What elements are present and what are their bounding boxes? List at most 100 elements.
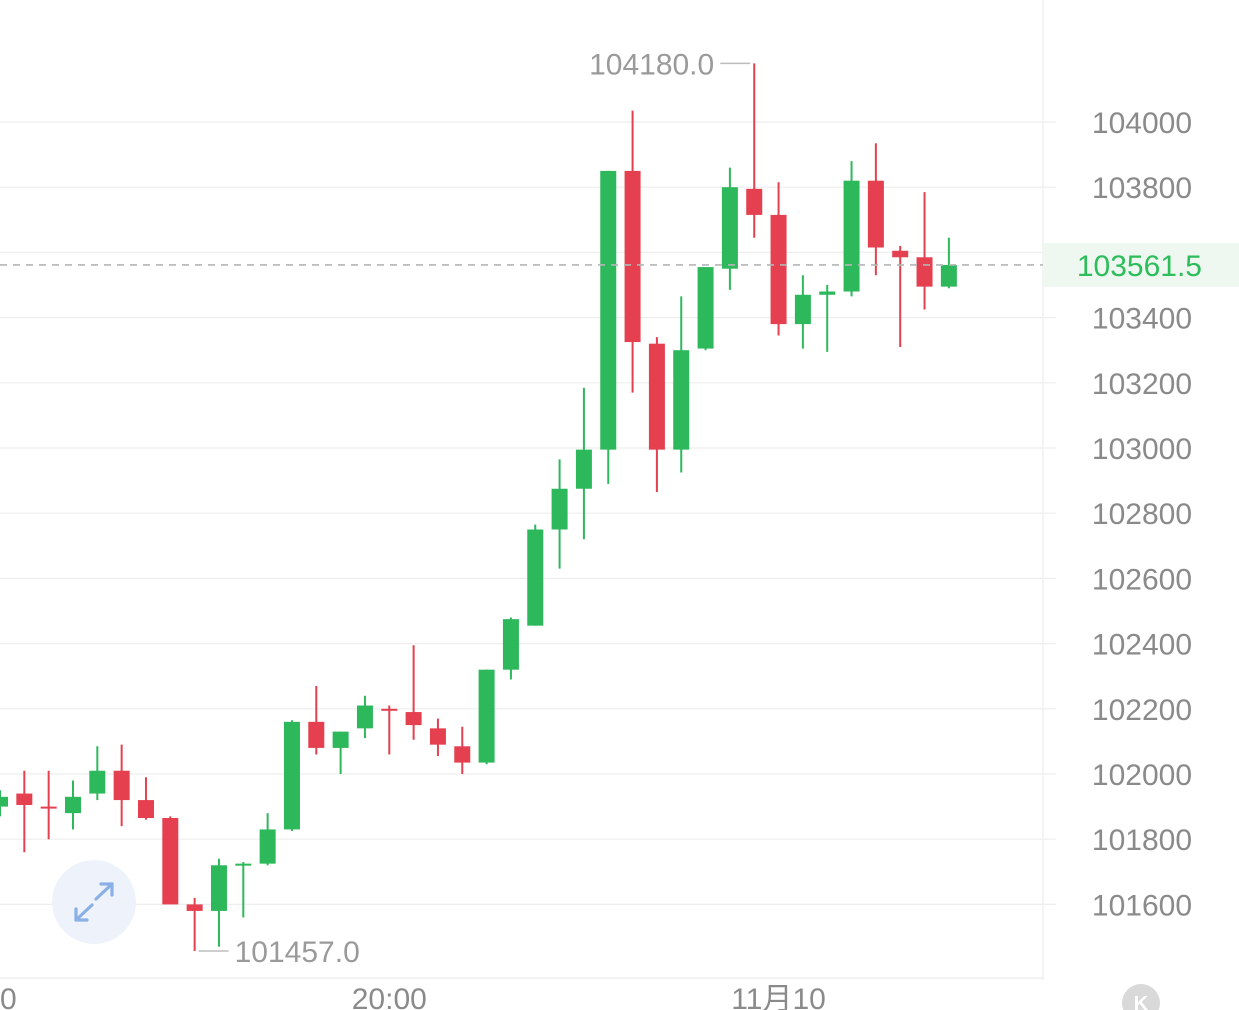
candle[interactable] [575, 387, 592, 540]
candle-body [210, 865, 227, 911]
candle-body [259, 829, 276, 864]
candle-body [624, 170, 641, 343]
candle[interactable] [624, 110, 641, 393]
candle[interactable] [478, 669, 495, 765]
y-tick-label: 102800 [1092, 498, 1192, 531]
candle[interactable] [794, 275, 811, 349]
candle[interactable] [64, 780, 81, 830]
candle[interactable] [843, 161, 860, 297]
candle[interactable] [697, 267, 714, 351]
candle-body [308, 721, 325, 748]
candle-body [940, 264, 957, 287]
candle[interactable] [770, 182, 787, 336]
candle-body [16, 793, 33, 805]
candle[interactable] [308, 685, 325, 755]
candle[interactable] [283, 720, 300, 832]
candle[interactable] [746, 63, 763, 238]
candle[interactable] [502, 617, 519, 680]
candle[interactable] [40, 770, 57, 840]
candle[interactable] [210, 858, 227, 947]
expand-button[interactable] [52, 860, 136, 944]
y-tick-label: 101800 [1092, 824, 1192, 857]
x-tick-label: 11月10 [731, 983, 826, 1010]
extreme-markers: 104180.0 101457.0 [198, 48, 751, 969]
candle[interactable] [892, 245, 909, 347]
candle[interactable] [381, 705, 398, 755]
candle-body [502, 619, 519, 670]
candle[interactable] [137, 777, 154, 820]
candle-body [381, 708, 398, 711]
candle-body [0, 796, 8, 807]
candle[interactable] [186, 897, 203, 952]
expand-button-bg[interactable] [52, 860, 136, 944]
candle[interactable] [356, 695, 373, 739]
y-tick-label: 102200 [1092, 694, 1192, 727]
candle-body [600, 170, 617, 450]
y-axis: 104000 103800 103400 103200 103000 102800 1026… [1092, 107, 1192, 922]
candle-body [162, 818, 179, 905]
candle-body [794, 294, 811, 325]
candle-body [721, 187, 738, 269]
candle-body [648, 343, 665, 450]
candle-body [478, 669, 495, 763]
candles[interactable] [0, 63, 957, 952]
current-price-label: 103561.5 [1077, 250, 1202, 283]
x-axis: 00 20:00 11月10 [0, 983, 826, 1010]
candle[interactable] [721, 167, 738, 290]
candle[interactable] [332, 731, 349, 774]
candle[interactable] [916, 192, 933, 310]
candle[interactable] [113, 744, 130, 827]
candle[interactable] [648, 337, 665, 493]
candle-body [551, 488, 568, 530]
candle-body [746, 188, 763, 215]
candle-body [770, 214, 787, 325]
candle[interactable] [405, 645, 422, 740]
candle[interactable] [527, 524, 544, 626]
candle-body [64, 796, 81, 814]
k-logo-text: K [1134, 993, 1149, 1010]
candle[interactable] [89, 746, 106, 801]
x-tick-label: 20:00 [352, 983, 427, 1010]
candle[interactable] [429, 718, 446, 757]
candle[interactable] [600, 170, 617, 484]
candle-body [356, 705, 373, 729]
candle-body [527, 529, 544, 626]
candle-body [673, 350, 690, 450]
candle-body [113, 770, 130, 801]
y-tick-label: 104000 [1092, 107, 1192, 140]
candle[interactable] [235, 862, 252, 918]
candle-body [843, 180, 860, 292]
candle[interactable] [673, 296, 690, 473]
max-price-label: 104180.0 [589, 48, 714, 81]
candle-body [697, 267, 714, 349]
candle-body [283, 721, 300, 830]
y-tick-label: 101600 [1092, 889, 1192, 922]
y-tick-label: 102000 [1092, 759, 1192, 792]
x-tick-label: 00 [0, 983, 17, 1010]
candle[interactable] [0, 790, 8, 817]
candle-body [40, 806, 57, 809]
candle-body [89, 770, 106, 794]
candle[interactable] [259, 813, 276, 866]
candle[interactable] [162, 816, 179, 905]
candle[interactable] [551, 459, 568, 569]
candle-body [235, 863, 252, 866]
k-icon [1122, 984, 1160, 1010]
candle[interactable] [454, 726, 471, 774]
expand-icon[interactable] [74, 882, 114, 922]
candle-body [575, 449, 592, 489]
y-tick-label: 102600 [1092, 563, 1192, 596]
candle[interactable] [16, 770, 33, 853]
grid-lines [0, 0, 1056, 980]
candle[interactable] [819, 285, 836, 352]
candle-body [405, 712, 422, 726]
y-tick-label: 102400 [1092, 629, 1192, 662]
current-price-line: 103561.5 [0, 242, 1239, 287]
candle[interactable] [940, 237, 957, 289]
y-tick-label: 103800 [1092, 172, 1192, 205]
candle-body [137, 800, 154, 819]
y-tick-label: 103400 [1092, 303, 1192, 336]
candle[interactable] [867, 143, 884, 276]
